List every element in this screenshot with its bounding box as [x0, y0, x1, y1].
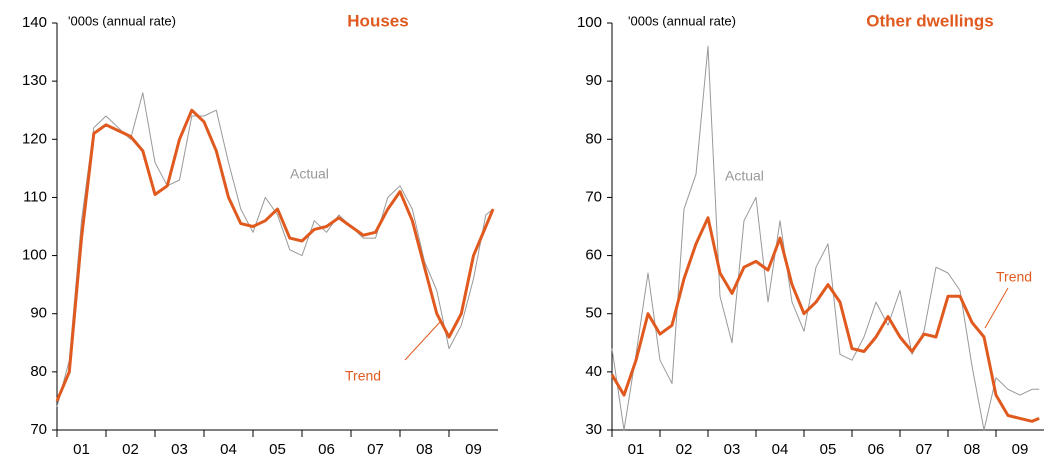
y-tick-label: 90 [585, 72, 602, 89]
annotation: Actual [290, 166, 329, 182]
y-tick-label: 50 [585, 305, 602, 322]
x-tick-label: 02 [122, 441, 139, 458]
annotation-leader [984, 287, 1009, 329]
chart-title: Other dwellings [866, 11, 994, 30]
y-tick-label: 130 [22, 72, 47, 89]
x-tick-label: 04 [772, 441, 789, 458]
x-tick-label: 07 [367, 441, 384, 458]
y-tick-label: 80 [30, 363, 47, 380]
x-tick-label: 05 [820, 441, 837, 458]
series-line [56, 92, 494, 407]
y-tick-label: 120 [22, 130, 47, 147]
x-tick-label: 03 [171, 441, 188, 458]
annotation: Actual [725, 168, 764, 184]
x-tick-label: 01 [628, 441, 645, 458]
x-tick-label: 09 [1012, 441, 1029, 458]
y-tick-label: 80 [585, 130, 602, 147]
annotation-leader [404, 321, 441, 361]
x-tick-label: 02 [676, 441, 693, 458]
chart-title: Houses [347, 11, 408, 30]
x-tick-label: 09 [465, 441, 482, 458]
y-tick-label: 110 [23, 188, 47, 205]
x-tick-label: 08 [964, 441, 981, 458]
y-tick-label: 70 [30, 421, 47, 438]
y-axis-label: '000s (annual rate) [68, 13, 176, 28]
y-tick-label: 90 [30, 305, 47, 322]
y-tick-label: 40 [585, 363, 602, 380]
annotation: Trend [345, 368, 381, 384]
x-tick-label: 05 [269, 441, 286, 458]
y-tick-label: 70 [585, 188, 602, 205]
series-line [610, 216, 1040, 423]
x-tick-label: 07 [916, 441, 933, 458]
x-tick-label: 06 [868, 441, 885, 458]
y-tick-label: 100 [577, 14, 602, 31]
series-line [611, 45, 1040, 431]
x-tick-label: 06 [318, 441, 335, 458]
y-axis-label: '000s (annual rate) [628, 13, 736, 28]
y-tick-label: 60 [585, 247, 602, 264]
series-line [55, 108, 495, 402]
x-tick-label: 03 [724, 441, 741, 458]
x-tick-label: 08 [416, 441, 433, 458]
x-tick-label: 01 [73, 441, 90, 458]
x-tick-label: 04 [220, 441, 237, 458]
annotation: Trend [996, 269, 1032, 285]
y-tick-label: 140 [22, 14, 47, 31]
y-tick-label: 100 [22, 247, 47, 264]
y-tick-label: 30 [585, 421, 602, 438]
